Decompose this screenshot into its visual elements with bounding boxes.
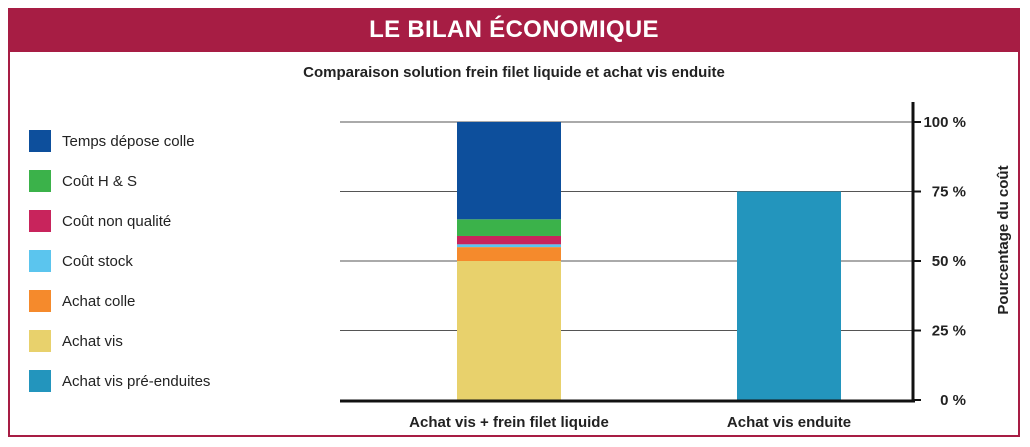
legend-swatch [29,250,51,272]
legend-item: Coût stock [29,250,133,272]
bar-segment [457,261,561,400]
legend-item: Temps dépose colle [29,130,195,152]
chart-title: Comparaison solution frein filet liquide… [303,64,725,81]
x-tick-label: Achat vis enduite [727,414,851,431]
y-tick-label: 100 % [923,114,966,131]
bar-segment [457,122,561,220]
legend-item: Coût non qualité [29,210,171,232]
legend-swatch [29,210,51,232]
y-tick-label: 75 % [932,184,966,201]
bar-segment [457,235,561,245]
legend-item: Achat colle [29,290,135,312]
y-axis-label: Pourcentage du coût [995,165,1012,314]
legend-swatch [29,130,51,152]
legend-label: Coût H & S [62,172,138,190]
legend-label: Achat vis pré-enduites [62,372,211,390]
legend-swatch [29,370,51,392]
legend-swatch [29,290,51,312]
legend-swatch [29,330,51,352]
legend-label: Coût stock [62,252,133,270]
legend-label: Coût non qualité [62,212,172,230]
legend-item: Achat vis [29,330,123,352]
banner-title: LE BILAN ÉCONOMIQUE [8,8,1020,52]
legend-item: Coût H & S [29,170,137,192]
legend-label: Temps dépose colle [62,132,195,150]
bar-segment [457,219,561,236]
legend-swatch [29,170,51,192]
legend-label: Achat colle [62,292,136,310]
bar-segment [457,247,561,261]
bar-segment [457,244,561,248]
legend-item: Achat vis pré-enduites [29,370,210,392]
y-tick-label: 25 % [932,323,966,340]
bar-segment [737,191,841,400]
x-tick-label: Achat vis + frein filet liquide [409,414,609,431]
y-tick-label: 50 % [932,253,966,270]
y-tick-label: 0 % [940,392,966,409]
legend-label: Achat vis [62,332,123,350]
